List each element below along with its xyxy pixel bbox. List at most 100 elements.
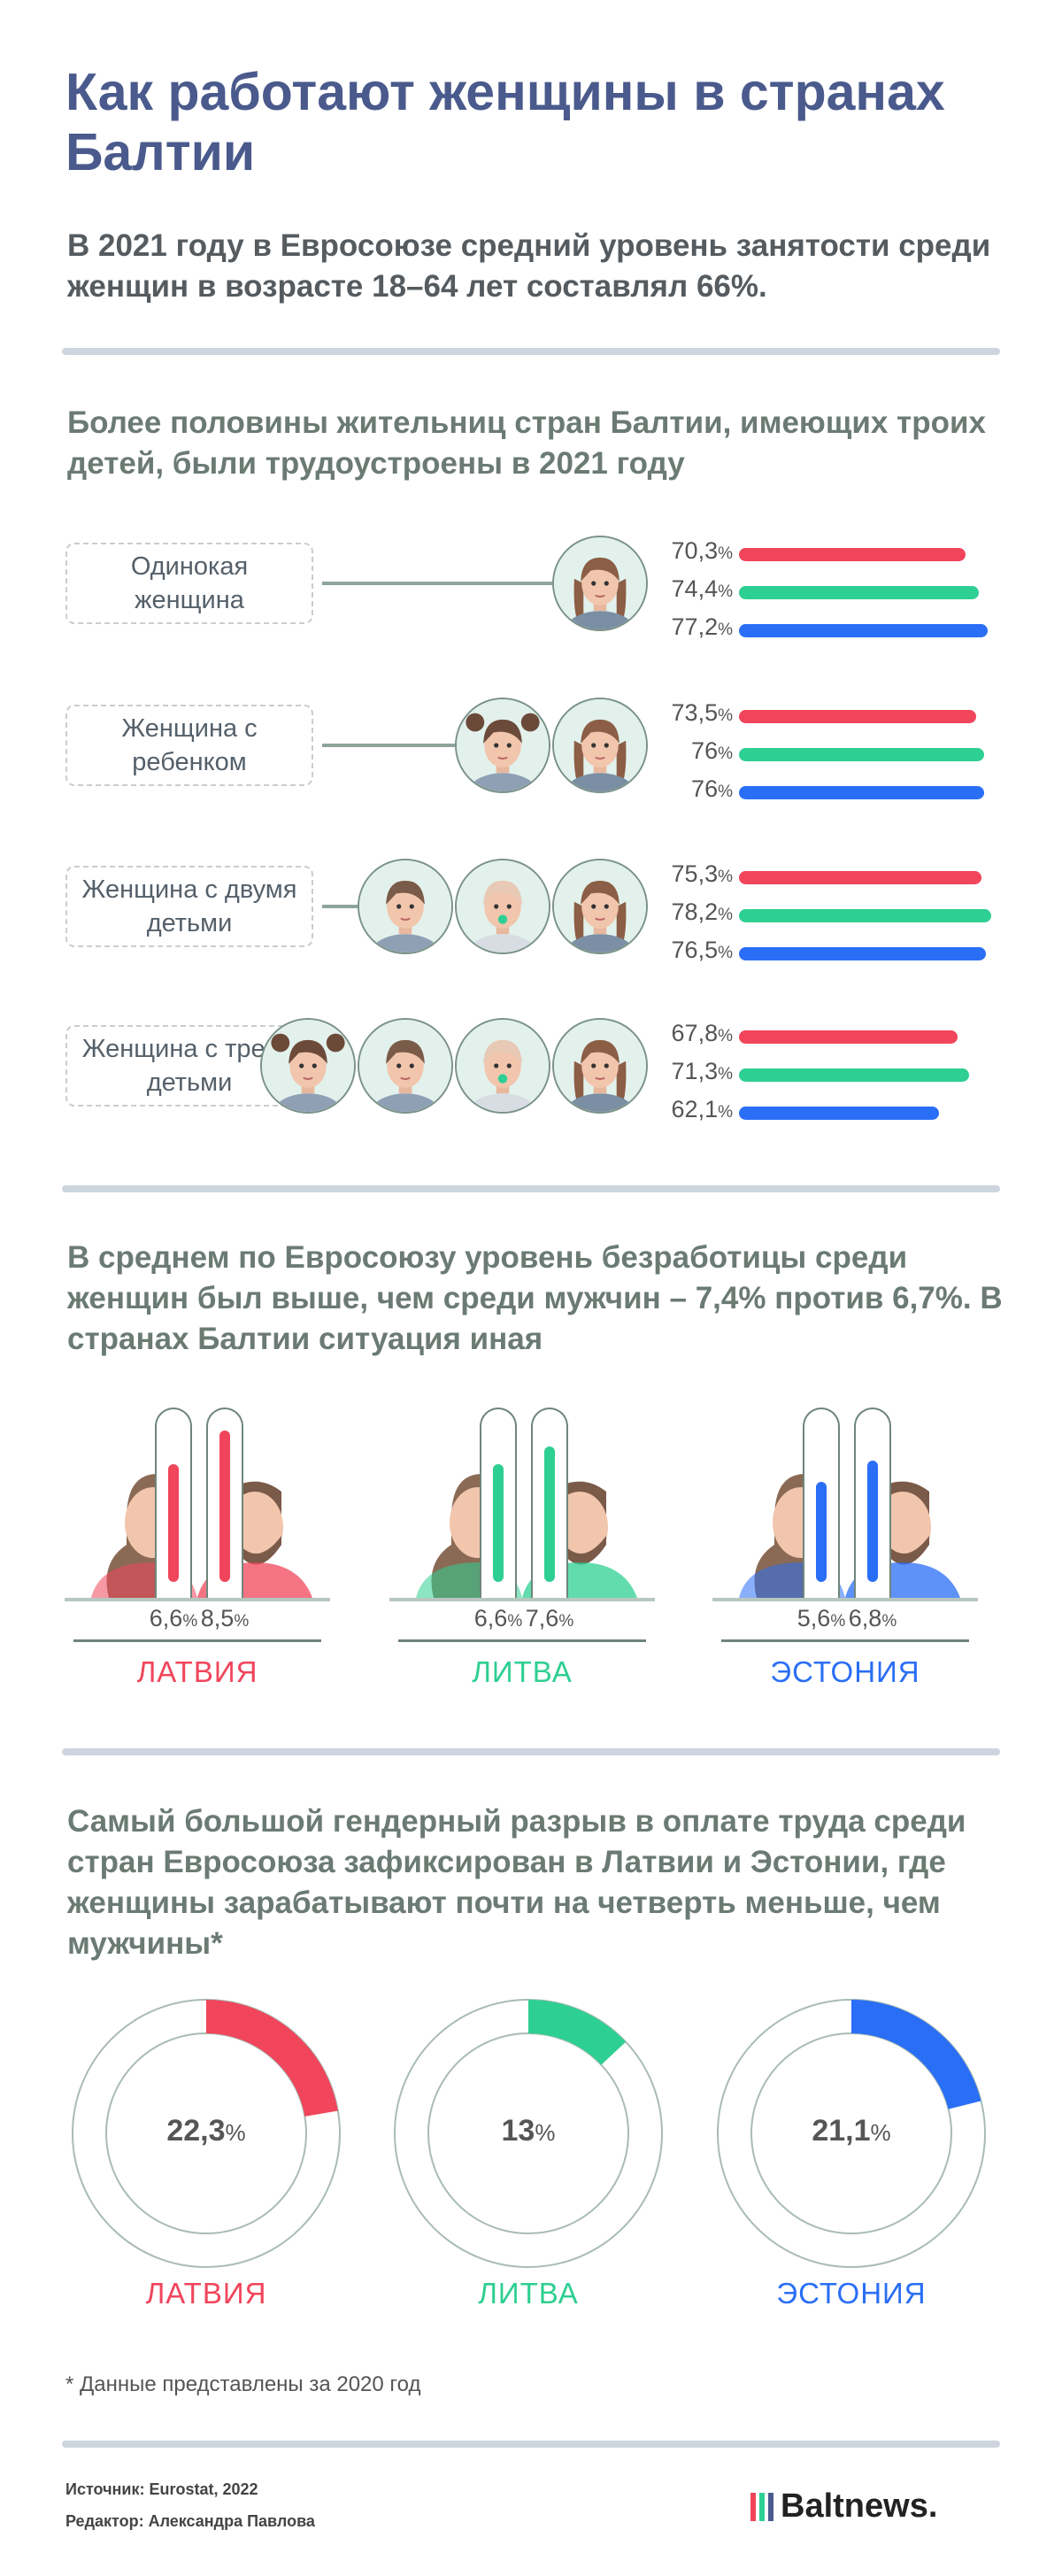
value-label: 76% bbox=[651, 737, 733, 765]
connector-line bbox=[322, 582, 552, 585]
percent-sign: % bbox=[870, 2119, 891, 2146]
pay-gap-label: 21,1% bbox=[763, 2114, 940, 2148]
pay-gap-label: 13% bbox=[440, 2114, 617, 2148]
percent-sign: % bbox=[225, 2119, 246, 2146]
logo-stripe-blue bbox=[768, 2492, 773, 2521]
value-label: 71,3% bbox=[651, 1058, 733, 1085]
value-label: 74,4% bbox=[651, 575, 733, 603]
value-number: 74,4 bbox=[671, 575, 719, 602]
pay-gap-chart: 22,3% ЛАТВИЯ 13% ЛИТВА 21,1% ЭСТОНИЯ bbox=[72, 1996, 989, 2310]
percent-sign: % bbox=[718, 582, 733, 601]
percent-sign: % bbox=[507, 1612, 523, 1631]
baby-avatar-icon bbox=[455, 1018, 550, 1114]
country-name: ЛИТВА bbox=[478, 2277, 579, 2310]
pay-gap-label: 22,3% bbox=[118, 2114, 295, 2148]
percent-sign: % bbox=[558, 1612, 574, 1631]
employment-bar bbox=[739, 586, 980, 599]
footnote: * Данные представлены за 2020 год bbox=[65, 2372, 421, 2396]
men-unemployment-bar bbox=[219, 1430, 230, 1582]
percent-sign: % bbox=[718, 744, 733, 763]
value-number: 22,3 bbox=[166, 2114, 226, 2148]
men-unemployment-label: 7,6% bbox=[510, 1605, 589, 1632]
logo-stripe-green bbox=[759, 2492, 765, 2521]
section1-heading: Более половины жительниц стран Балтии, и… bbox=[67, 405, 986, 481]
employment-bar bbox=[739, 624, 989, 637]
percent-sign: % bbox=[830, 1612, 846, 1631]
value-number: 8,5 bbox=[200, 1605, 235, 1631]
value-label: 73,5% bbox=[651, 699, 733, 727]
employment-bar bbox=[739, 748, 984, 761]
employment-chart: Одинокая женщина 70,3% 74,4% 77,2% Женщина … bbox=[0, 0, 1062, 1151]
percent-sign: % bbox=[718, 544, 733, 563]
value-label: 75,3% bbox=[651, 860, 733, 888]
divider bbox=[62, 1185, 1000, 1192]
brand-logo: Baltnews. bbox=[750, 2487, 937, 2526]
percent-sign: % bbox=[718, 944, 733, 962]
country-name: ЛАТВИЯ bbox=[136, 1655, 258, 1688]
percent-sign: % bbox=[182, 1612, 198, 1631]
section3-heading: Самый большой гендерный разрыв в оплате … bbox=[67, 1804, 966, 1961]
employment-bar bbox=[739, 548, 966, 561]
category-label: Женщина с ребенком bbox=[65, 705, 313, 786]
value-number: 76 bbox=[691, 737, 719, 764]
percent-sign: % bbox=[718, 906, 733, 924]
boy-avatar-icon bbox=[358, 1018, 453, 1114]
employment-bar bbox=[739, 1068, 969, 1082]
ground-line bbox=[65, 1598, 330, 1601]
country-name: ЛАТВИЯ bbox=[145, 2277, 267, 2310]
value-number: 6,6 bbox=[473, 1605, 508, 1631]
value-number: 13 bbox=[501, 2114, 535, 2148]
percent-sign: % bbox=[718, 706, 733, 725]
men-unemployment-bar bbox=[867, 1461, 878, 1582]
percent-sign: % bbox=[881, 1612, 897, 1631]
men-unemployment-label: 8,5% bbox=[185, 1605, 265, 1632]
girl-avatar-icon bbox=[455, 698, 550, 793]
women-unemployment-label: 5,6% bbox=[781, 1605, 861, 1632]
unemployment-chart: 6,6% 8,5% ЛАТВИЯ 6,6% 7,6% ЛИТВА 5,6% 6,8% ЭСТ… bbox=[65, 1408, 978, 1688]
value-label: 70,3% bbox=[651, 537, 733, 565]
employment-bar bbox=[739, 786, 984, 799]
woman-avatar-icon bbox=[552, 536, 648, 631]
woman-avatar-icon bbox=[552, 1018, 648, 1114]
page-subtitle: В 2021 году в Евросоюзе средний уровень … bbox=[67, 228, 991, 304]
men-unemployment-bar bbox=[544, 1446, 555, 1582]
employment-bar bbox=[739, 710, 976, 723]
value-label: 76% bbox=[651, 775, 733, 803]
women-unemployment-label: 6,6% bbox=[458, 1605, 538, 1632]
pay-gap-slice bbox=[206, 2000, 338, 2117]
country-name: ЛИТВА bbox=[472, 1655, 573, 1688]
value-number: 67,8 bbox=[671, 1020, 719, 1046]
women-unemployment-bar bbox=[816, 1482, 827, 1582]
percent-sign: % bbox=[718, 868, 733, 886]
logo-stripe-red bbox=[750, 2492, 756, 2521]
divider bbox=[62, 2441, 1000, 2448]
donut-svg bbox=[394, 1999, 663, 2268]
value-number: 7,6 bbox=[525, 1605, 559, 1631]
section2-heading: В среднем по Евросоюзу уровень безработи… bbox=[67, 1240, 1003, 1356]
value-number: 21,1 bbox=[812, 2114, 871, 2148]
value-number: 5,6 bbox=[796, 1605, 831, 1631]
ground-line bbox=[389, 1598, 655, 1601]
employment-bar bbox=[739, 871, 982, 884]
men-unemployment-label: 6,8% bbox=[833, 1605, 912, 1632]
divider bbox=[62, 348, 1000, 355]
value-label: 67,8% bbox=[651, 1020, 733, 1047]
percent-sign: % bbox=[718, 1027, 733, 1045]
value-label: 77,2% bbox=[651, 613, 733, 641]
percent-sign: % bbox=[718, 1065, 733, 1084]
pay-gap-slice bbox=[851, 2000, 981, 2109]
percent-sign: % bbox=[718, 621, 733, 639]
ground-line bbox=[73, 1639, 321, 1642]
employment-bar bbox=[739, 947, 986, 960]
percent-sign: % bbox=[234, 1612, 250, 1631]
category-label: Одинокая женщина bbox=[65, 543, 313, 624]
value-number: 75,3 bbox=[671, 860, 719, 887]
country-name: ЭСТОНИЯ bbox=[770, 1655, 920, 1688]
boy-avatar-icon bbox=[358, 859, 453, 954]
category-label: Женщина с двумя детьми bbox=[65, 866, 313, 947]
value-number: 78,2 bbox=[671, 899, 719, 925]
connector-line bbox=[322, 905, 358, 908]
donut-chart bbox=[714, 1996, 989, 2271]
value-number: 77,2 bbox=[671, 613, 719, 640]
country-name: ЭСТОНИЯ bbox=[776, 2277, 927, 2310]
